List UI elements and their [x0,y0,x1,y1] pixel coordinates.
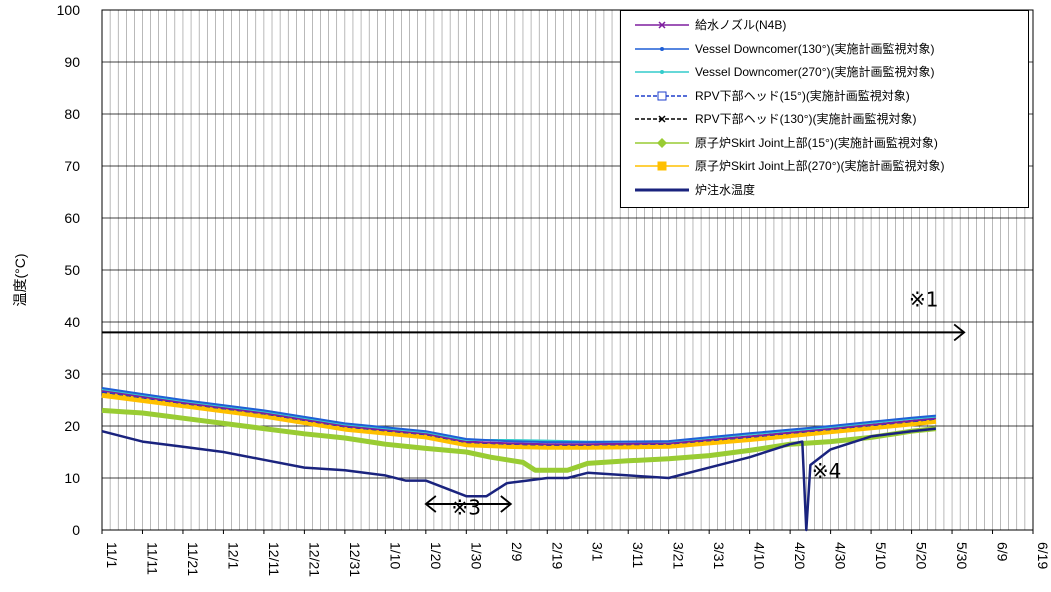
x-tick-label: 11/11 [144,542,160,575]
y-tick-label: 10 [64,470,80,486]
legend: 給水ノズル(N4B) Vessel Downcomer(130°)(実施計画監視対… [620,10,1029,208]
legend-item-6: 原子炉Skirt Joint上部(15°)(実施計画監視対象) [621,133,1028,153]
legend-swatch [635,115,689,123]
legend-swatch [635,70,689,74]
x-tick-label: 1/30 [468,542,484,569]
y-tick-label: 90 [64,54,80,70]
legend-swatch [635,46,689,51]
y-tick-label: 80 [64,106,80,122]
x-tick-label: 3/31 [711,542,727,569]
legend-swatch [635,137,689,148]
x-tick-label: 3/11 [630,542,646,568]
legend-swatch [635,91,689,100]
legend-label: 原子炉Skirt Joint上部(270°)(実施計画監視対象) [695,159,945,173]
legend-label: Vessel Downcomer(270°)(実施計画監視対象) [695,65,935,79]
x-tick-label: 3/21 [671,542,687,569]
legend-item-4: RPV下部ヘッド(15°)(実施計画監視対象) [621,86,1028,106]
legend-item-8: 炉注水温度 [621,180,1028,200]
x-tick-label: 1/10 [387,542,403,569]
y-axis-label: 温度(°C) [12,253,28,307]
legend-label: Vessel Downcomer(130°)(実施計画監視対象) [695,41,935,56]
x-tick-label: 4/10 [752,542,768,569]
legend-item-5: RPV下部ヘッド(130°)(実施計画監視対象) [621,109,1028,129]
legend-item-7: 原子炉Skirt Joint上部(270°)(実施計画監視対象) [621,156,1028,176]
annotation-label-2: ※3 [452,495,481,519]
legend-item-1: 給水ノズル(N4B) [621,15,1028,35]
series-line-7 [101,391,937,450]
series-line-5 [101,391,936,446]
x-tick-label: 3/1 [590,542,606,562]
x-tick-label: 2/19 [549,542,565,569]
series-line-4 [101,390,937,446]
series-line-8 [101,427,937,532]
legend-swatch [635,188,689,191]
x-tick-label: 2/9 [509,542,525,562]
x-tick-label: 12/11 [266,542,282,576]
series-layer [101,387,937,532]
legend-marker [658,21,666,29]
x-tick-label: 4/20 [792,542,808,569]
legend-swatch [635,161,689,171]
legend-swatch [635,21,689,29]
x-tick-label: 5/30 [954,542,970,569]
legend-marker [657,91,667,100]
x-tick-label: 12/31 [347,542,363,577]
legend-label: RPV下部ヘッド(130°)(実施計画監視対象) [695,112,917,126]
chart-axes: 0 10 20 30 40 50 60 70 80 90 100 11/1 11/11 11/21 12/1… [57,2,1051,577]
legend-label: RPV下部ヘッド(15°)(実施計画監視対象) [695,88,910,103]
y-tick-label: 50 [64,262,80,278]
legend-marker [657,137,667,148]
y-tick-label: 70 [64,158,80,174]
x-tick-label: 11/1 [104,542,120,568]
x-tick-label: 6/19 [1035,542,1051,569]
legend-marker [660,46,664,51]
annotation-layer: ※1 ※3 ※4 [102,287,966,519]
x-tick-label: 5/10 [873,542,889,569]
y-tick-label: 40 [64,314,80,330]
x-tick-label: 5/20 [914,542,930,569]
annotation-label-1: ※1 [909,287,938,311]
legend-marker [657,161,667,171]
legend-label: 炉注水温度 [695,182,756,197]
legend-label: 給水ノズル(N4B) [695,18,787,32]
y-tick-label: 30 [64,366,80,382]
legend-label: 原子炉Skirt Joint上部(15°)(実施計画監視対象) [695,135,938,150]
y-tick-label: 0 [72,522,80,538]
series-line-1 [101,389,937,446]
y-tick-label: 20 [64,418,80,434]
x-tick-label: 4/30 [833,542,849,569]
x-tick-label: 12/1 [225,542,241,569]
y-tick-label: 60 [64,210,80,226]
plot-area-border [101,9,1034,531]
y-axis-label-box: 温度(°C) [6,230,34,330]
x-tick-label: 1/20 [428,542,444,569]
annotation-label-3: ※4 [812,459,841,483]
x-tick-label: 11/21 [185,542,201,576]
x-tick-label: 12/21 [306,542,322,577]
x-tick-label: 6/9 [995,542,1011,562]
y-tick-label: 100 [57,2,81,18]
legend-marker [658,115,666,123]
legend-marker [660,70,664,74]
series-line-2 [101,387,936,444]
legend-item-2: Vessel Downcomer(130°)(実施計画監視対象) [621,39,1028,59]
legend-item-3: Vessel Downcomer(270°)(実施計画監視対象) [621,62,1028,82]
